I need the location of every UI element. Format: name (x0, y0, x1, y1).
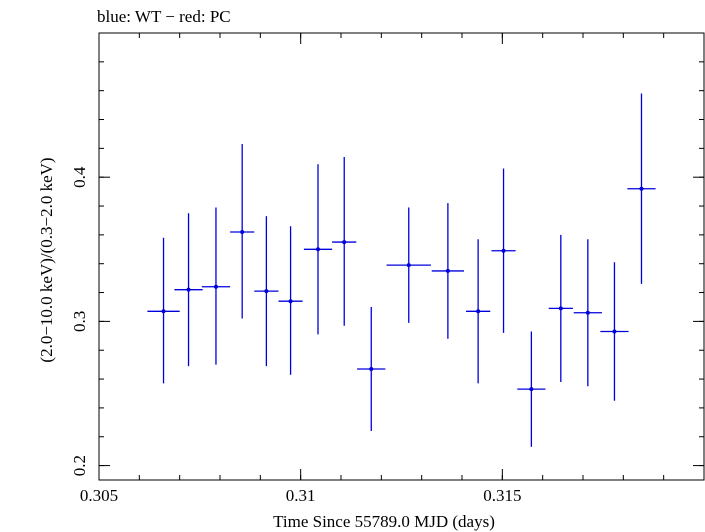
axis-ticks (98, 32, 705, 480)
tick-labels: 0.305 0.31 0.315 0.2 0.3 0.4 (70, 166, 521, 505)
data-point (161, 309, 166, 314)
data-point (240, 229, 245, 234)
data-point (186, 287, 191, 292)
data-point (264, 289, 269, 294)
data-point (213, 284, 218, 289)
x-tick-label: 0.31 (286, 486, 316, 505)
data-marks (147, 93, 656, 447)
data-point (476, 309, 481, 314)
data-point (316, 247, 321, 252)
data-point (342, 240, 347, 245)
chart-title: blue: WT − red: PC (97, 7, 231, 26)
data-point (558, 306, 563, 311)
data-point (369, 366, 374, 371)
x-axis-label: Time Since 55789.0 MJD (days) (273, 512, 495, 531)
data-point (406, 263, 411, 268)
data-point (501, 248, 506, 253)
y-tick-label: 0.2 (70, 455, 89, 476)
data-point (612, 329, 617, 334)
data-point (288, 299, 293, 304)
y-tick-label: 0.4 (70, 166, 89, 188)
data-point (445, 268, 450, 273)
data-point (585, 310, 590, 315)
plot-frame (98, 32, 705, 481)
data-point (639, 186, 644, 191)
data-point (529, 387, 534, 392)
y-tick-label: 0.3 (70, 311, 89, 332)
y-axis-label: (2.0−10.0 keV)/(0.3−2.0 keV) (37, 157, 56, 362)
x-tick-label: 0.315 (483, 486, 521, 505)
x-tick-label: 0.305 (80, 486, 118, 505)
